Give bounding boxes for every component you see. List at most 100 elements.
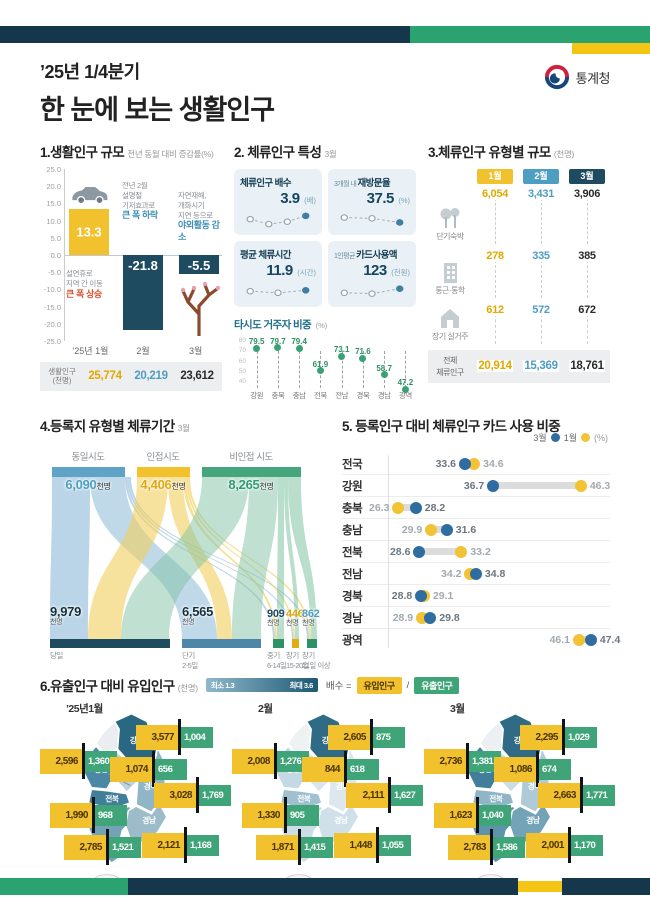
agency-name: 통계청 (575, 70, 611, 86)
kpi-cards: 체류인구 배수 3.9 (배) 3개월 내 재방문율 37.5 (%) 평균 체… (234, 169, 416, 307)
region-name-label: 경남 (334, 815, 348, 825)
outflow-value: 1,381 (469, 750, 501, 772)
high-value: 29.8 (439, 611, 460, 624)
visit-share-chart: 80 70 60 50 40 79.5 강원 79.7 충북 79.4 충남 61.9 전북 7… (234, 337, 416, 401)
section4-title: 4.등록지 유형별 체류기간 3월 (40, 419, 190, 434)
visit-share-point: 47.2 광역 (395, 345, 416, 401)
visit-share-point: 79.4 충남 (291, 337, 307, 400)
inflow-value: 1,990 (50, 802, 92, 828)
inflow-value: 2,111 (346, 782, 388, 808)
sankey-flows (50, 467, 317, 648)
map-label-gyeongbuk: 3,028 1,769 (154, 777, 231, 813)
high-value: 31.6 (455, 523, 477, 536)
bar-chart-x-labels: ’25년 1월 2월 3월 (72, 346, 203, 356)
section6-header: 6.유출인구 대비 유입인구 (천명) 최소 1.3 최대 3.6 배수 = 유입… (40, 675, 610, 695)
high-value: 34.8 (484, 567, 506, 580)
divider (82, 743, 85, 779)
low-value: 46.1 (549, 633, 570, 646)
map-label-chungnam: 2,596 1,360 (40, 743, 117, 779)
bar-january: 13.3 (69, 209, 109, 255)
inflow-value: 2,008 (232, 748, 274, 774)
map-label-chungnam: 2,008 1,276 (232, 743, 309, 779)
dumbbell-connector (419, 548, 462, 555)
map-label-jeonnam: 2,785 1,521 (64, 829, 141, 865)
january-dot (392, 501, 405, 514)
sankey-source-label: 동일시도 (71, 452, 105, 463)
sparkline (246, 287, 310, 297)
map-label-gangwon: 2,605 875 (328, 719, 405, 755)
sankey-target-value: 862 천명 (302, 608, 320, 628)
region-name-label: 경남 (142, 815, 156, 825)
divider (184, 827, 187, 863)
dumbbell-legend: 3월 1월 (%) (533, 432, 608, 444)
section-stay-population-traits: 2. 체류인구 특성 3월 체류인구 배수 3.9 (배) 3개월 내 재방문율… (234, 141, 416, 401)
section-stay-duration-sankey: 4.등록지 유형별 체류기간 3월 동일시도 6,090천명 인접시도 4,406… (40, 415, 331, 670)
inflow-chip: 유입인구 (356, 676, 402, 694)
kpi-card-card-spend: 1인평균 카드사용액 123 (천원) (328, 241, 416, 307)
low-value: 29.9 (401, 523, 423, 536)
divider (562, 719, 565, 755)
inflow-value: 2,663 (538, 782, 580, 808)
note-march: 자연재해, 개화시기 지연 등으로 야외활동 감소 (178, 191, 220, 242)
region-name-label: 경북 (528, 781, 542, 791)
dumbbell-row: 경북 28.8 29.1 (342, 585, 610, 607)
outflow-value: 1,521 (109, 836, 141, 858)
header: ’25년 1/4분기 한 눈에 보는 생활인구 통계청 (40, 58, 611, 127)
divider (92, 797, 95, 833)
map-label-jeonbuk: 1,330 905 (242, 797, 319, 833)
kostat-logo-icon (544, 64, 569, 90)
march-dot (584, 633, 597, 646)
map-label-gyeongnam: 1,448 1,055 (334, 827, 411, 863)
outflow-chip: 유출인구 (414, 676, 460, 694)
region-name-label: 경북 (144, 781, 158, 791)
visit-share-point: 79.5 강원 (248, 337, 265, 400)
divider (196, 777, 199, 813)
month-pill-jan: 1월 (477, 169, 513, 184)
sankey-target-value: 446 천명 (286, 608, 304, 628)
region-name-label: 전북 (489, 794, 503, 804)
low-value: 36.7 (463, 479, 485, 492)
outflow-value: 1,360 (85, 750, 117, 772)
divider (536, 751, 539, 787)
kpi-card-revisit: 3개월 내 재방문율 37.5 (%) (328, 169, 416, 235)
outflow-value: 618 (347, 758, 379, 780)
divider (344, 751, 347, 787)
section-living-population-scale: 1.생활인구 규모 전년 동월 대비 증감률(%) 25.0 20.0 15.0 10… (40, 141, 222, 401)
march-dot (440, 523, 453, 536)
outflow-value: 1,586 (493, 836, 525, 858)
dumbbell-row: 광역 46.1 47.4 (342, 633, 621, 647)
sparkline (340, 285, 404, 297)
divider (284, 797, 287, 833)
map-month-label: ’25년1월 (66, 703, 103, 715)
visit-share-point: 58.7 경남 (374, 345, 395, 401)
sankey-target-label: 장기 15-20일 (286, 651, 310, 670)
map-label-gangwon: 2,295 1,029 (520, 719, 597, 755)
map-label-jeonbuk: 1,990 968 (50, 797, 127, 833)
low-value: 28.9 (392, 611, 414, 624)
inflow-value: 1,871 (256, 834, 298, 860)
inflow-value: 2,295 (520, 724, 562, 750)
living-population-totals: 생활인구 (천명) 25,774 20,219 23,612 (40, 362, 222, 391)
visit-share-point: 73.1 전남 (333, 345, 350, 400)
dumbbell-connector (431, 526, 447, 533)
divider (466, 743, 469, 779)
quarter-title: ’25년 1/4분기 (40, 62, 140, 82)
section-inflow-vs-outflow: 6.유출인구 대비 유입인구 (천명) 최소 1.3 최대 3.6 배수 = 유입… (40, 675, 615, 919)
divider (376, 827, 379, 863)
inflow-value: 1,330 (242, 802, 284, 828)
bar-march: -5.5 (179, 255, 219, 274)
january-dot (572, 633, 585, 646)
map-month-label: 3월 (450, 703, 465, 715)
row-long-residence: 장기 실거주 612 572 672 (428, 300, 610, 346)
divider (490, 829, 493, 865)
month-pill-mar: 3월 (569, 169, 605, 184)
map-label-chungnam: 2,736 1,381 (424, 743, 501, 779)
sankey-source-value: 4,406천명 (140, 477, 186, 492)
january-dot-icon (581, 433, 590, 442)
map-month-label: 2월 (258, 703, 273, 715)
outflow-value: 1,040 (479, 804, 511, 826)
high-value: 47.4 (599, 633, 621, 646)
divider (388, 777, 391, 813)
